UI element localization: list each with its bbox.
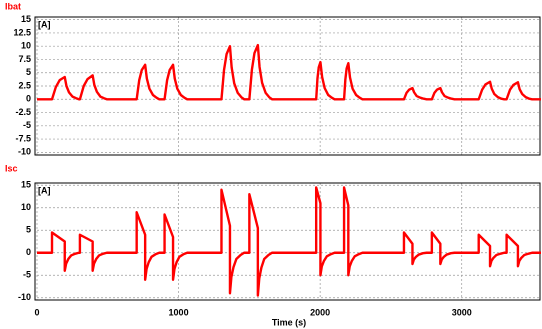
plot-frame (34, 16, 541, 156)
y-unit-label: [A] (38, 185, 51, 195)
y-tick-label: -5 (23, 120, 31, 130)
y-unit-label: [A] (38, 19, 51, 29)
y-tick-label: 0 (26, 94, 31, 104)
x-tick-label: 3000 (452, 307, 472, 317)
x-axis-label: Time (s) (272, 317, 306, 327)
chart-title: Isc (5, 163, 18, 173)
y-tick-label: 12.5 (13, 27, 31, 37)
y-tick-label: 5 (26, 225, 31, 235)
y-tick-label: 15 (21, 14, 31, 24)
y-tick-label: 0 (26, 247, 31, 257)
y-tick-label: -10 (18, 147, 31, 157)
data-line (37, 43, 541, 101)
y-tick-label: 10 (21, 202, 31, 212)
data-line (37, 186, 541, 297)
y-tick-label: 15 (21, 180, 31, 190)
chart-title: Ibat (5, 1, 21, 11)
y-tick-label: -2.5 (15, 107, 31, 117)
x-tick-label: 1000 (169, 307, 189, 317)
plot-frame (34, 182, 541, 301)
y-tick-label: -5 (23, 270, 31, 280)
y-tick-label: 7.5 (18, 54, 31, 64)
x-tick-label: 0 (34, 307, 39, 317)
y-tick-label: 5 (26, 67, 31, 77)
x-tick-label: 2000 (310, 307, 330, 317)
y-tick-label: 2.5 (18, 80, 31, 90)
y-tick-label: 10 (21, 41, 31, 51)
y-tick-label: -7.5 (15, 133, 31, 143)
y-tick-label: -10 (18, 292, 31, 302)
